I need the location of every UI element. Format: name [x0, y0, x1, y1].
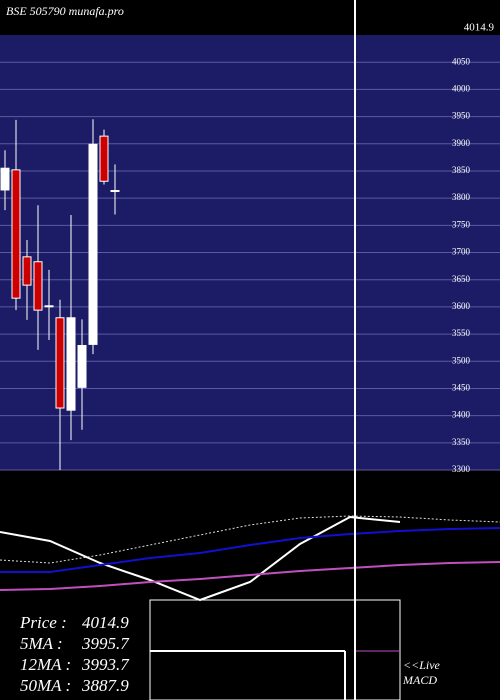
- candle-body: [110, 190, 120, 193]
- candle-body: [55, 317, 65, 409]
- y-tick-label: 3850: [452, 165, 471, 175]
- y-tick-label: 3800: [452, 192, 471, 202]
- candle-body: [44, 305, 54, 308]
- candle-body: [0, 167, 10, 191]
- indicator-line: [0, 527, 500, 573]
- macd-label: MACD: [402, 673, 437, 687]
- indicator-line: [0, 515, 500, 564]
- y-tick-label: 3650: [452, 274, 471, 284]
- info-label: 5MA :: [20, 634, 63, 653]
- info-label: 50MA :: [20, 676, 71, 695]
- candle-body: [99, 135, 109, 182]
- info-value: 3995.7: [81, 634, 130, 653]
- y-tick-label: 3350: [452, 437, 471, 447]
- chart-title: BSE 505790 munafa.pro: [6, 4, 124, 18]
- y-tick-label: 3900: [452, 138, 471, 148]
- y-tick-label: 3750: [452, 219, 471, 229]
- y-tick-label: 4000: [452, 83, 471, 93]
- y-tick-label: 3950: [452, 111, 471, 121]
- info-value: 3887.9: [81, 676, 129, 695]
- info-value: 4014.9: [82, 613, 129, 632]
- indicator-line: [0, 515, 401, 602]
- y-tick-label: 4050: [452, 56, 471, 66]
- info-label: 12MA :: [20, 655, 71, 674]
- last-price: 4014.9: [464, 22, 495, 34]
- candle-body: [77, 344, 87, 388]
- y-tick-label: 3700: [452, 247, 471, 257]
- y-tick-label: 3600: [452, 301, 471, 311]
- y-tick-label: 3400: [452, 410, 471, 420]
- y-tick-label: 3450: [452, 383, 471, 393]
- info-value: 3993.7: [81, 655, 130, 674]
- y-tick-label: 3550: [452, 328, 471, 338]
- candle-body: [66, 317, 76, 411]
- indicator-line: [0, 561, 500, 591]
- candle-body: [88, 143, 98, 345]
- y-tick-label: 3500: [452, 355, 471, 365]
- info-label: Price :: [19, 613, 67, 632]
- live-label: <<Live: [403, 658, 441, 672]
- y-tick-label: 3300: [452, 464, 471, 474]
- candle-body: [11, 169, 21, 299]
- candle-body: [22, 256, 32, 286]
- candle-body: [33, 261, 43, 311]
